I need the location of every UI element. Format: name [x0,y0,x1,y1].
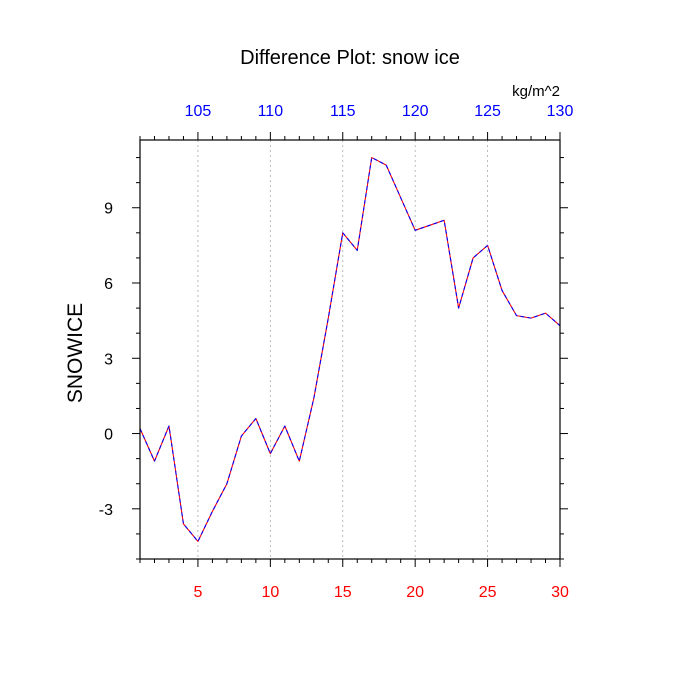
plot-frame [139,139,561,560]
y-tick-label: 9 [104,201,113,218]
series-line-0-dashed-overlay [139,157,561,542]
y-tick-label: 6 [104,276,113,293]
x-tick-label: 30 [551,584,569,601]
chart-title: Difference Plot: snow ice [240,47,460,69]
x-tick-label: 5 [193,584,202,601]
units-label: kg/m^2 [512,83,560,100]
series-line-0 [139,157,561,542]
top-tick-label: 130 [547,103,574,120]
top-tick-label: 125 [474,103,501,120]
series-group [139,157,561,542]
y-tick-label: 0 [104,427,113,444]
grid-lines [197,140,488,559]
x-tick-label: 25 [479,584,497,601]
top-tick-label: 115 [330,103,356,120]
y-axis-label: SNOWICE [64,303,87,403]
tick-labels: 5 10 15 20 25 30 105 110 115 120 125 130 -3 0 3 6 9 [99,103,574,601]
tick-marks [132,132,568,567]
x-tick-label: 10 [261,584,279,601]
top-tick-label: 110 [258,103,284,120]
y-tick-label: -3 [99,502,113,519]
top-tick-label: 105 [185,103,212,120]
x-tick-label: 20 [406,584,424,601]
top-tick-label: 120 [402,103,429,120]
y-tick-label: 3 [104,351,113,368]
x-tick-label: 15 [334,584,352,601]
